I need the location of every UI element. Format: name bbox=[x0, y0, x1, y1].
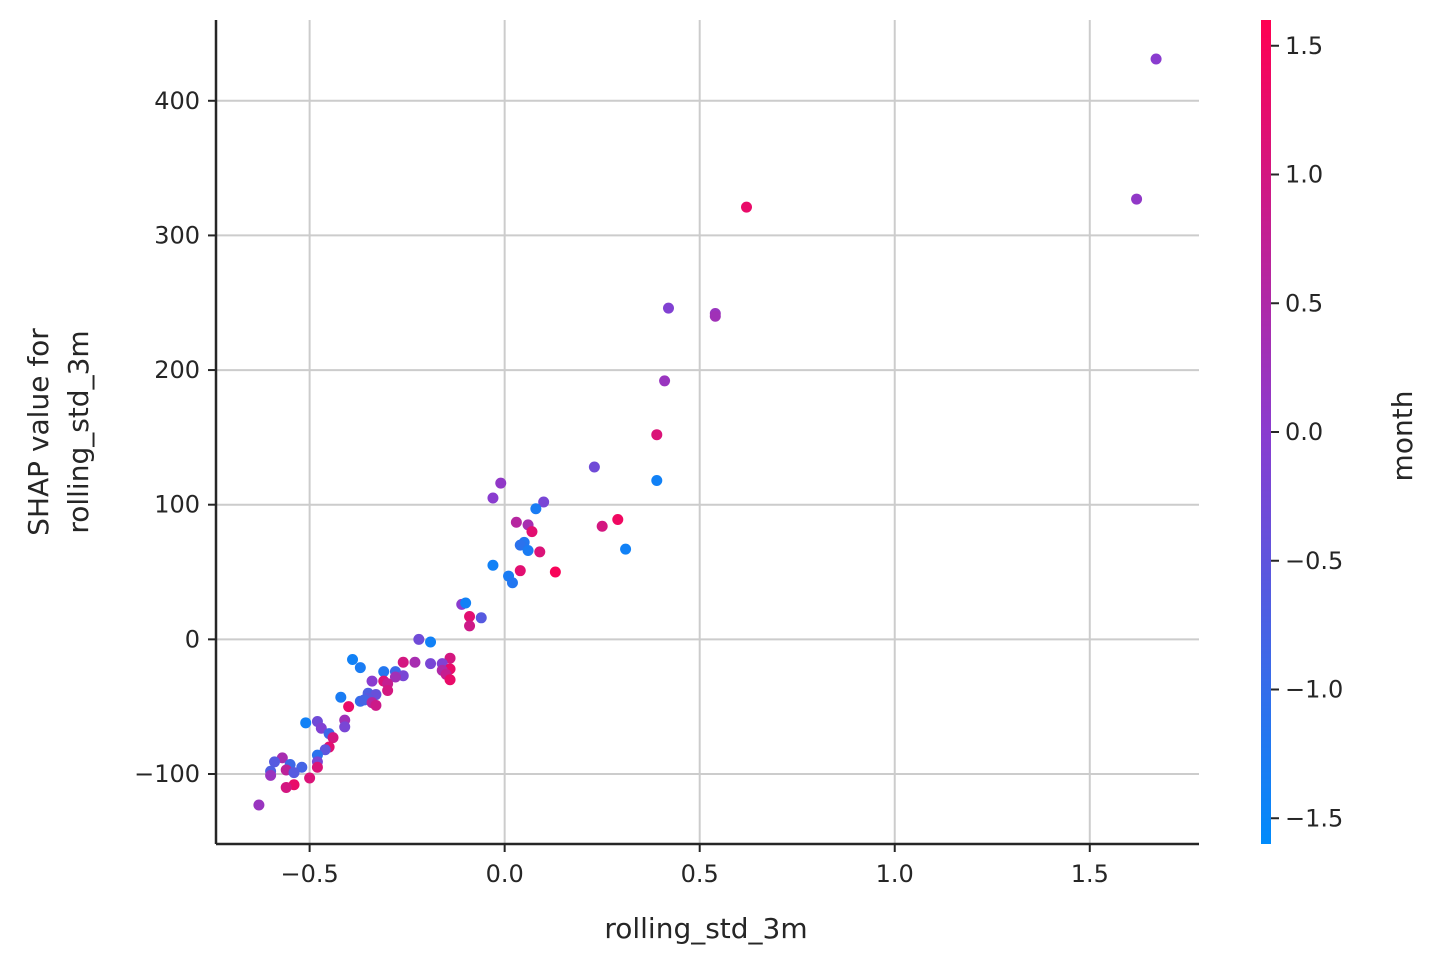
y-tick-label: 200 bbox=[154, 356, 200, 384]
scatter-point bbox=[487, 492, 499, 504]
y-tick-label: 300 bbox=[154, 221, 200, 249]
scatter-point bbox=[534, 546, 546, 558]
scatter-point bbox=[514, 565, 526, 577]
scatter-point bbox=[464, 610, 476, 622]
scatter-point bbox=[253, 799, 265, 811]
scatter-point bbox=[444, 674, 456, 686]
scatter-point bbox=[304, 772, 316, 784]
scatter-point bbox=[588, 461, 600, 473]
scatter-point bbox=[327, 732, 339, 744]
scatter-point bbox=[460, 597, 472, 609]
scatter-point bbox=[464, 620, 476, 632]
scatter-point bbox=[265, 769, 277, 781]
scatter-point bbox=[315, 722, 327, 734]
scatter-point bbox=[612, 514, 624, 526]
scatter-point bbox=[288, 767, 300, 779]
scatter-point bbox=[475, 612, 487, 624]
scatter-point bbox=[378, 666, 390, 678]
scatter-point bbox=[495, 477, 507, 489]
scatter-point bbox=[596, 520, 608, 532]
x-tick-label: 1.0 bbox=[876, 860, 914, 888]
y-tick-label: 0 bbox=[185, 625, 200, 653]
colorbar-tick-label: 0.0 bbox=[1285, 418, 1323, 446]
x-axis-title: rolling_std_3m bbox=[604, 912, 807, 945]
scatter-point bbox=[366, 675, 378, 687]
scatter-point bbox=[339, 721, 351, 733]
y-tick-label: 100 bbox=[154, 491, 200, 519]
scatter-point bbox=[538, 496, 550, 508]
scatter-point bbox=[659, 375, 671, 387]
colorbar-tick-label: −1.5 bbox=[1285, 804, 1343, 832]
x-tick-label: −0.5 bbox=[280, 860, 338, 888]
scatter-point bbox=[347, 654, 359, 666]
colorbar-tick-label: −0.5 bbox=[1285, 547, 1343, 575]
scatter-point bbox=[510, 516, 522, 528]
scatter-point bbox=[425, 658, 437, 670]
scatter-point bbox=[651, 429, 663, 441]
scatter-point bbox=[300, 717, 312, 729]
scatter-point bbox=[311, 761, 323, 773]
scatter-point bbox=[620, 543, 632, 555]
scatter-point bbox=[296, 761, 308, 773]
scatter-point bbox=[1150, 53, 1162, 65]
scatter-point bbox=[354, 662, 366, 674]
colorbar-title: month bbox=[1386, 391, 1419, 482]
scatter-point bbox=[382, 685, 394, 697]
scatter-point bbox=[389, 671, 401, 683]
colorbar-tick-label: 1.5 bbox=[1285, 32, 1323, 60]
scatter-point bbox=[549, 566, 561, 578]
scatter-point bbox=[526, 526, 538, 538]
scatter-point bbox=[370, 699, 382, 711]
y-axis-title-line-2: rolling_std_3m bbox=[62, 330, 95, 533]
colorbar-tick-label: −1.0 bbox=[1285, 676, 1343, 704]
scatter-point bbox=[651, 474, 663, 486]
x-tick-label: 0.0 bbox=[486, 860, 524, 888]
y-axis-title-line-1: SHAP value for bbox=[22, 328, 55, 536]
scatter-point bbox=[1131, 193, 1143, 205]
scatter-point bbox=[280, 781, 292, 793]
scatter-point bbox=[741, 201, 753, 213]
scatter-point bbox=[662, 302, 674, 314]
colorbar-gradient bbox=[1261, 20, 1271, 844]
scatter-point bbox=[335, 691, 347, 703]
scatter-point bbox=[413, 633, 425, 645]
scatter-point bbox=[506, 577, 518, 589]
colorbar-tick-label: 1.0 bbox=[1285, 161, 1323, 189]
scatter-point bbox=[319, 744, 331, 756]
scatter-point bbox=[343, 701, 355, 713]
scatter-point bbox=[709, 310, 721, 322]
x-tick-label: 0.5 bbox=[681, 860, 719, 888]
scatter-point bbox=[514, 539, 526, 551]
scatter-point bbox=[444, 652, 456, 664]
y-tick-label: 400 bbox=[154, 87, 200, 115]
scatter-point bbox=[269, 756, 281, 768]
scatter-point bbox=[522, 544, 534, 556]
grid-layer bbox=[216, 20, 1199, 844]
scatter-point bbox=[487, 559, 499, 571]
scatter-point bbox=[409, 656, 421, 668]
colorbar: −1.5 −1.0 −0.5 0.0 0.5 1.0 1.5 bbox=[1261, 20, 1343, 844]
scatter-point bbox=[530, 503, 542, 515]
scatter-point bbox=[425, 636, 437, 648]
y-tick-label: −100 bbox=[134, 760, 200, 788]
x-tick-label: 1.5 bbox=[1071, 860, 1109, 888]
axes-layer: −0.5 0.0 0.5 1.0 1.5 −100 0 100 200 300 400 bbox=[134, 20, 1199, 888]
scatter-point bbox=[397, 656, 409, 668]
colorbar-tick-label: 0.5 bbox=[1285, 289, 1323, 317]
points-layer bbox=[253, 53, 1162, 811]
